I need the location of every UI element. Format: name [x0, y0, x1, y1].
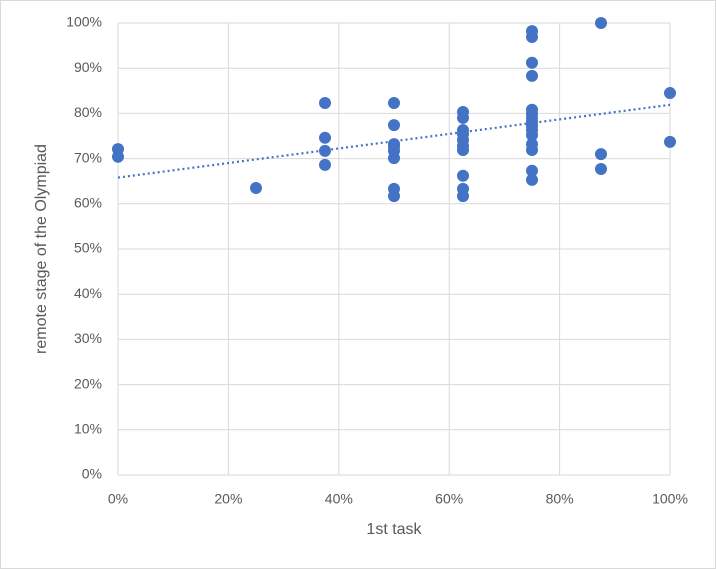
- point: [526, 164, 538, 177]
- y-tick-label: 80%: [74, 104, 102, 120]
- y-tick-label: 50%: [74, 240, 102, 256]
- point: [457, 144, 469, 157]
- point: [388, 97, 400, 110]
- point: [526, 129, 538, 142]
- y-tick-label: 20%: [74, 375, 102, 391]
- point: [457, 190, 469, 203]
- x-tick-label: 40%: [325, 491, 353, 507]
- y-tick-label: 0%: [82, 466, 102, 482]
- point: [595, 148, 607, 161]
- point: [112, 150, 124, 163]
- point: [388, 152, 400, 165]
- point: [526, 144, 538, 157]
- y-tick-label: 40%: [74, 285, 102, 301]
- x-tick-label: 100%: [652, 491, 688, 507]
- y-tick-label: 100%: [66, 14, 102, 30]
- y-tick-label: 60%: [74, 195, 102, 211]
- y-tick-label: 90%: [74, 59, 102, 75]
- x-axis-title: 1st task: [366, 521, 422, 538]
- point: [664, 135, 676, 148]
- y-tick-label: 30%: [74, 330, 102, 346]
- point: [250, 181, 262, 194]
- point: [526, 31, 538, 44]
- point: [526, 56, 538, 69]
- y-tick-label: 70%: [74, 149, 102, 165]
- point: [319, 97, 331, 110]
- point: [457, 111, 469, 124]
- x-tick-label: 60%: [435, 491, 463, 507]
- x-tick-label: 0%: [108, 491, 128, 507]
- point: [388, 119, 400, 132]
- y-tick-label: 10%: [74, 421, 102, 437]
- x-tick-label: 20%: [214, 491, 242, 507]
- point: [595, 17, 607, 29]
- point: [319, 144, 331, 157]
- point: [388, 190, 400, 203]
- point: [664, 87, 676, 100]
- point: [319, 158, 331, 171]
- point: [457, 169, 469, 182]
- point: [526, 173, 538, 186]
- point: [526, 69, 538, 82]
- x-tick-label: 80%: [546, 491, 574, 507]
- point: [319, 131, 331, 144]
- y-axis-title: remote stage of the Olympiad: [33, 144, 50, 354]
- point: [595, 162, 607, 175]
